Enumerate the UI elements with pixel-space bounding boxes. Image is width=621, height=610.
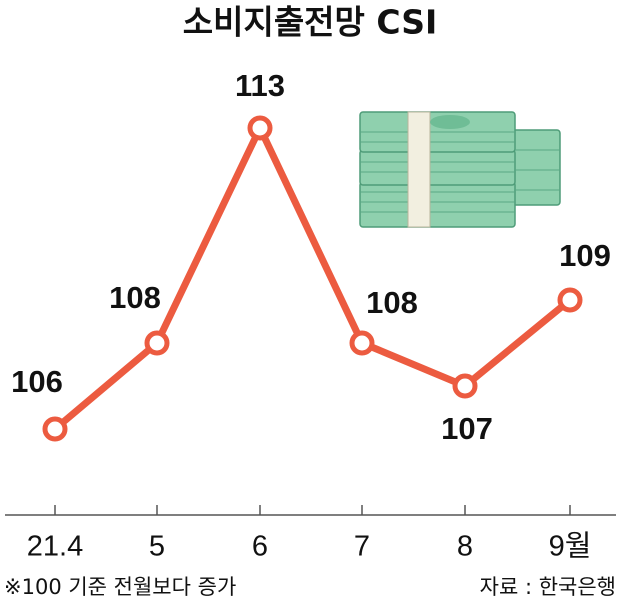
source: 자료 : 한국은행 — [480, 575, 616, 599]
marker — [42, 416, 68, 442]
footnote: ※100 기준 전월보다 증가 — [4, 575, 236, 599]
marker — [247, 115, 273, 141]
x-tick-label: 8 — [457, 531, 473, 563]
x-tick-label: 9월 — [549, 530, 592, 563]
data-label: 109 — [559, 238, 611, 273]
money-illustration — [359, 111, 561, 228]
line — [52, 124, 573, 432]
marker — [452, 373, 478, 399]
data-label: 113 — [235, 68, 285, 103]
chart-title: 소비지출전망 CSI — [183, 3, 438, 42]
x-tick-label: 21.4 — [27, 531, 83, 563]
data-label: 106 — [11, 364, 63, 399]
data-label: 108 — [366, 285, 418, 320]
x-tick-label: 7 — [354, 531, 370, 563]
marker — [349, 330, 375, 356]
x-tick-label: 5 — [149, 531, 165, 563]
data-label: 108 — [109, 280, 161, 315]
marker — [557, 287, 583, 313]
data-label: 107 — [441, 411, 493, 446]
x-tick-label: 6 — [252, 531, 268, 563]
marker — [144, 330, 170, 356]
